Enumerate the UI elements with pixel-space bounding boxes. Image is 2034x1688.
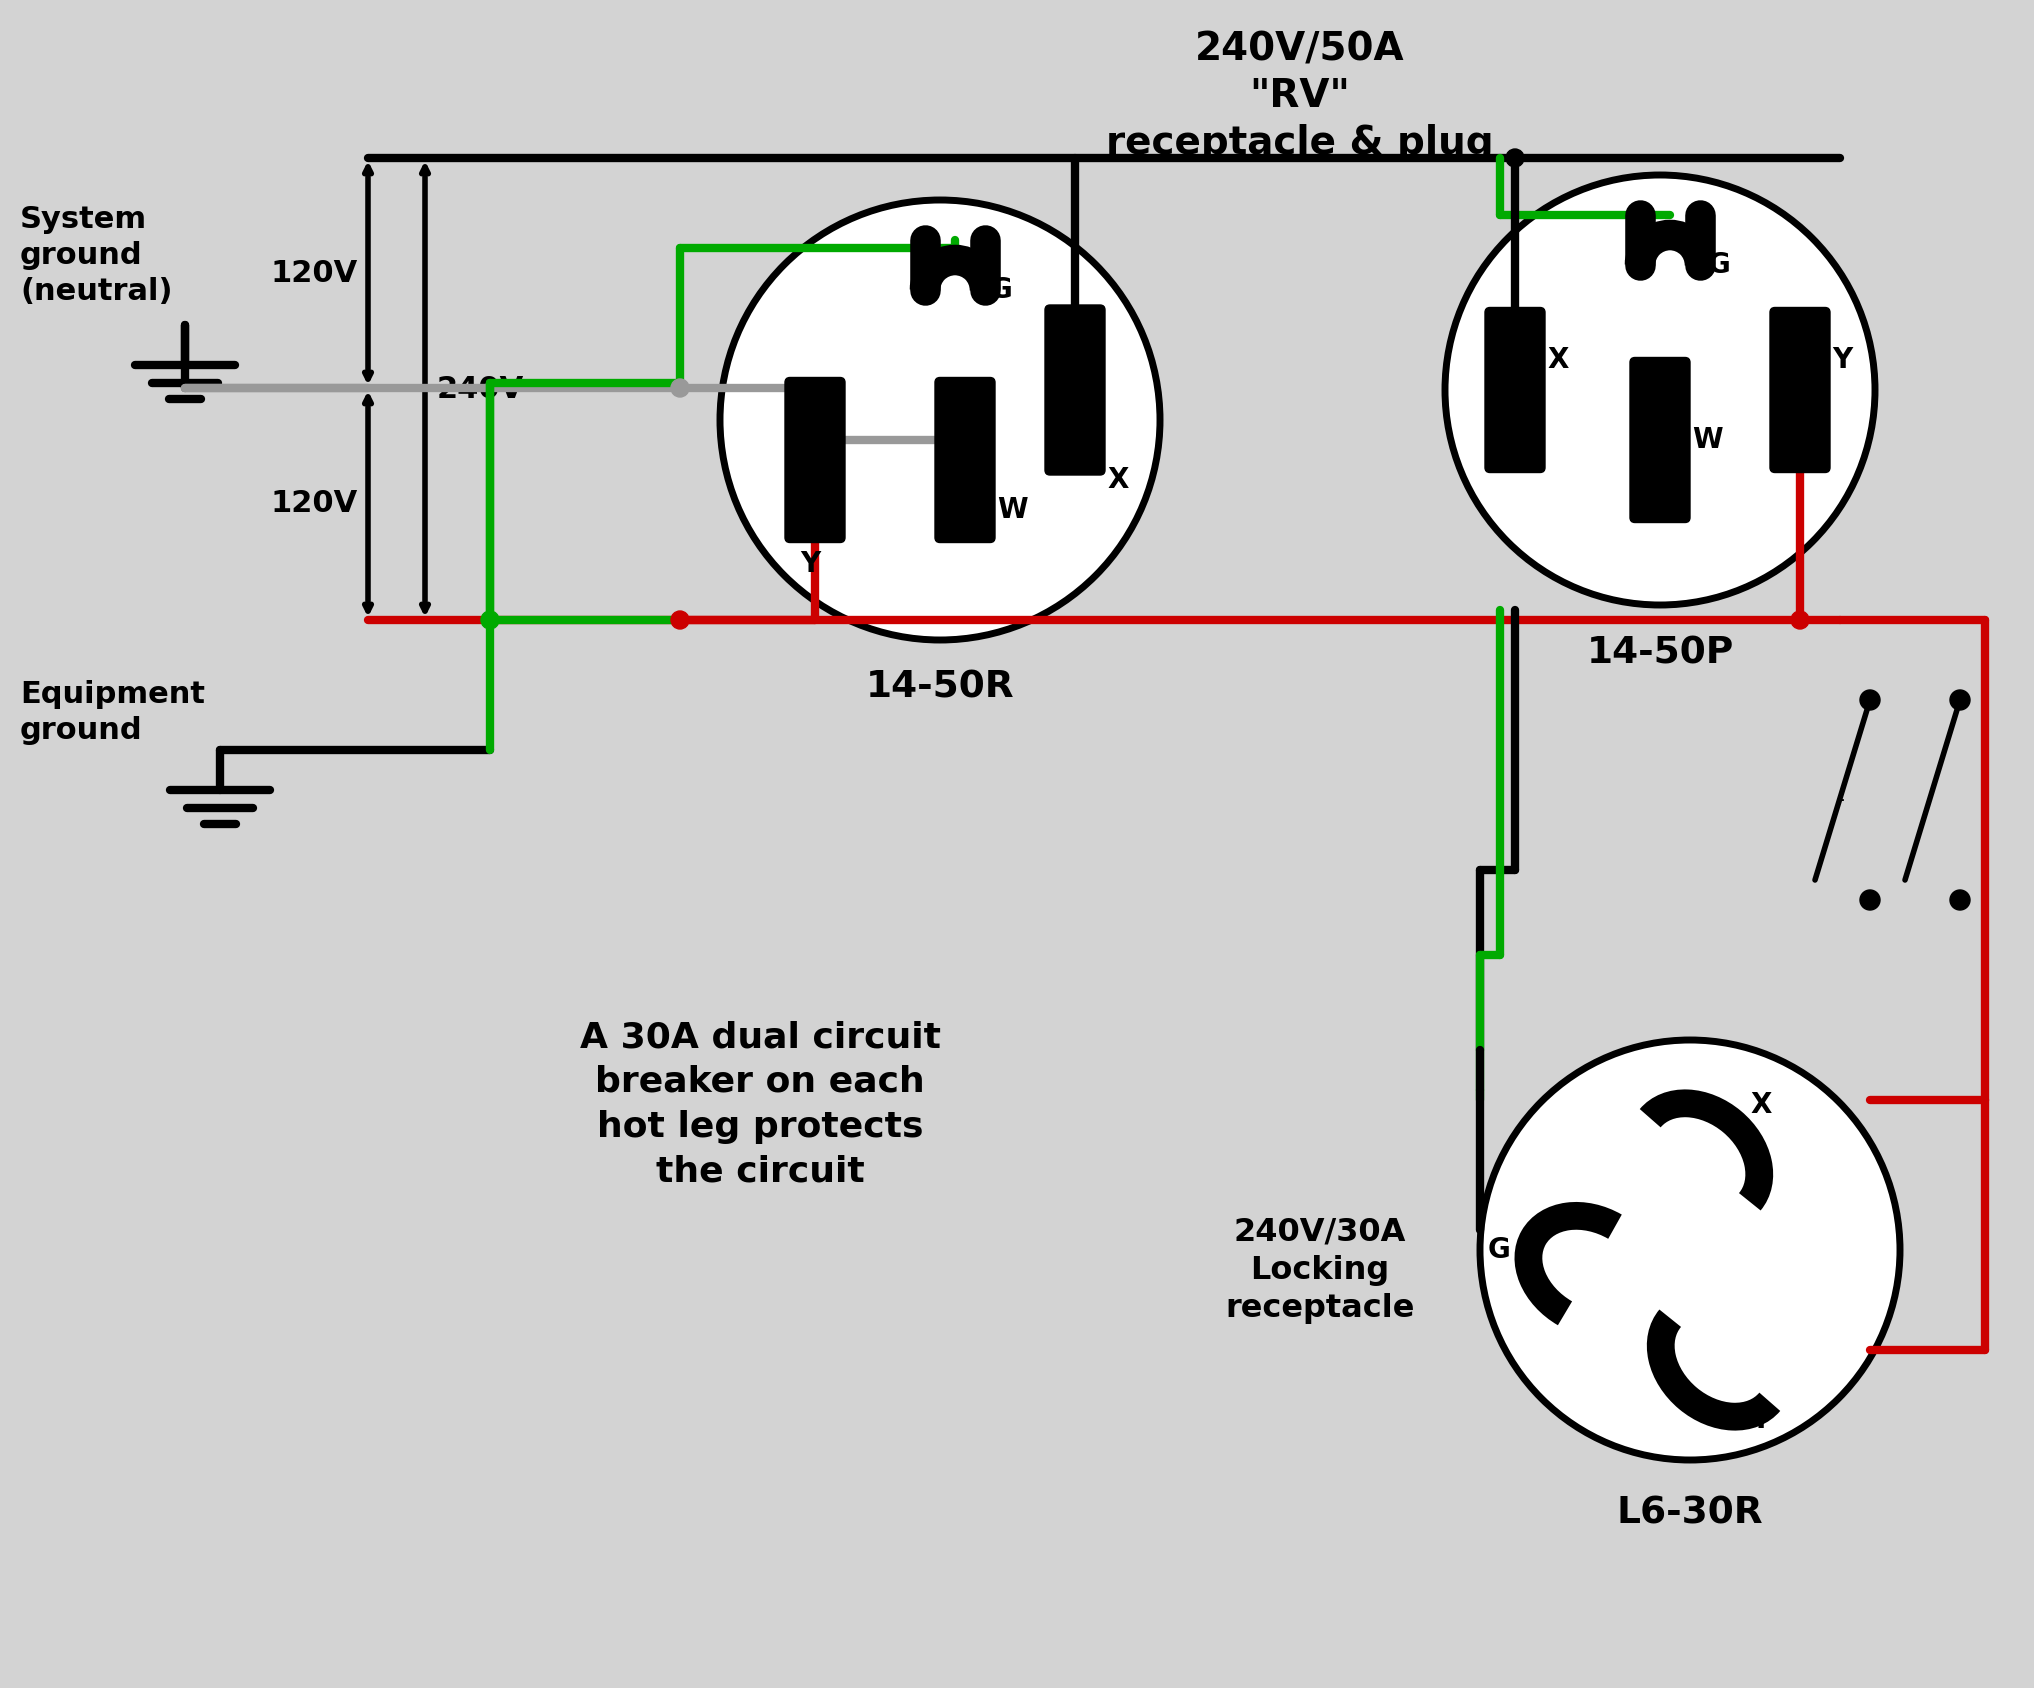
FancyBboxPatch shape [785,378,844,542]
Circle shape [480,611,498,630]
Text: W: W [1692,425,1723,454]
Circle shape [1859,690,1879,711]
Text: G: G [1709,252,1731,279]
Text: 14-50R: 14-50R [866,670,1015,706]
Text: X: X [1749,1090,1772,1119]
Text: 240V: 240V [437,375,525,403]
Text: X: X [1548,346,1568,375]
Circle shape [1859,890,1879,910]
Text: 14-50P: 14-50P [1587,635,1733,672]
FancyBboxPatch shape [1045,306,1104,474]
Circle shape [1444,176,1875,604]
Text: L6-30R: L6-30R [1617,1496,1763,1531]
FancyBboxPatch shape [1485,307,1546,473]
Text: X: X [1106,466,1129,495]
Circle shape [1951,690,1971,711]
Text: Equipment
ground: Equipment ground [20,680,205,744]
Text: -: - [1835,788,1845,812]
Text: W: W [997,496,1027,523]
Text: Y: Y [1833,346,1853,375]
Text: 120V: 120V [271,490,358,518]
FancyBboxPatch shape [936,378,995,542]
Text: System
ground
(neutral): System ground (neutral) [20,204,173,306]
Text: 240V/30A
Locking
receptacle: 240V/30A Locking receptacle [1224,1217,1416,1323]
FancyBboxPatch shape [1629,358,1690,523]
Text: A 30A dual circuit
breaker on each
hot leg protects
the circuit: A 30A dual circuit breaker on each hot l… [580,1020,940,1188]
Circle shape [720,199,1159,640]
Text: G: G [991,277,1013,304]
Circle shape [1792,611,1808,630]
Circle shape [1481,1040,1900,1460]
Circle shape [671,611,690,630]
Circle shape [671,380,690,397]
Text: G: G [1487,1236,1509,1264]
Text: 240V/50A
"RV"
receptacle & plug: 240V/50A "RV" receptacle & plug [1106,30,1493,162]
Text: 120V: 120V [271,258,358,287]
Text: Y: Y [1749,1406,1770,1435]
Circle shape [1505,149,1523,167]
Circle shape [1951,890,1971,910]
FancyBboxPatch shape [1770,307,1831,473]
Text: Y: Y [799,550,820,577]
